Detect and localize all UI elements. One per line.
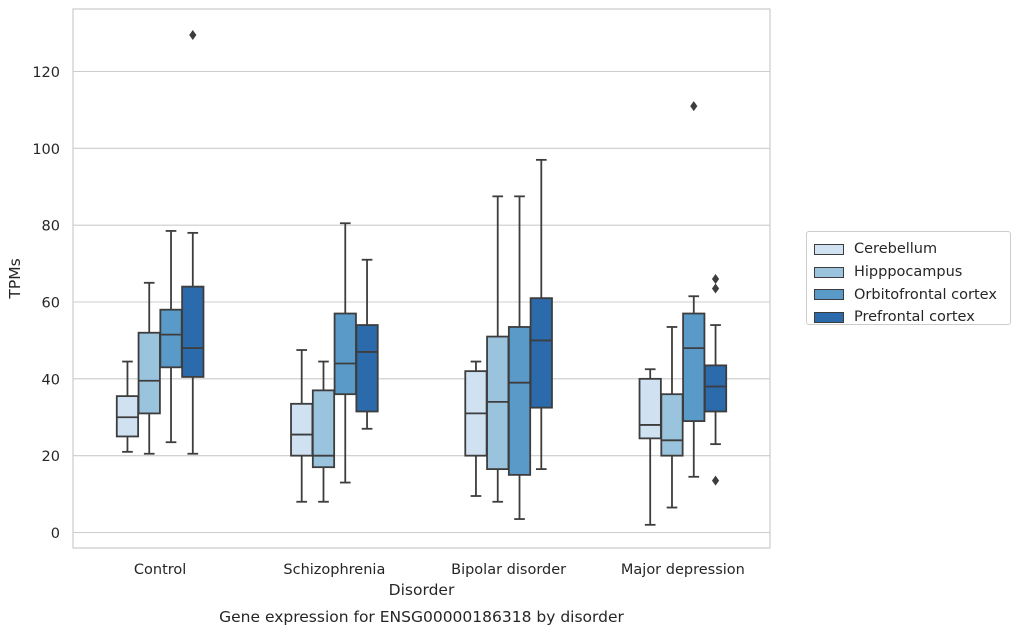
legend-swatch	[814, 289, 844, 301]
box-body	[181, 285, 205, 378]
y-tick-label: 120	[32, 65, 60, 81]
outlier-point	[711, 475, 720, 486]
legend-item: Orbitofrontal cortex	[814, 283, 1010, 306]
legend-label: Prefrontal cortex	[854, 309, 975, 326]
box-series	[115, 30, 728, 526]
box-body	[311, 389, 336, 469]
box-control-prefrontal-cortex	[181, 30, 205, 455]
box-body	[355, 324, 379, 413]
box-body	[486, 335, 510, 471]
gridlines	[73, 70, 770, 534]
series-cerebellum	[115, 349, 662, 526]
box-schizophrenia-prefrontal-cortex	[355, 258, 379, 430]
outlier-point	[711, 273, 720, 284]
box-major-depression-prefrontal-cortex	[703, 273, 728, 486]
box-schizophrenia-orbitofrontal-cortex	[333, 222, 357, 484]
box-body	[703, 364, 728, 413]
box-body	[660, 393, 684, 457]
legend-swatch	[814, 311, 844, 323]
legend-swatch	[814, 266, 844, 278]
y-tick-label: 60	[42, 296, 60, 312]
outlier-point	[711, 283, 720, 294]
legend-swatch	[814, 243, 844, 255]
outlier-point	[690, 101, 698, 112]
chart-legend: Cerebellum Hipppocampus Orbitofrontal cort…	[806, 231, 1011, 325]
legend-item: Prefrontal cortex	[814, 306, 1010, 329]
y-tick-label: 40	[42, 372, 60, 388]
y-tick-label: 0	[51, 526, 60, 542]
box-body	[159, 308, 183, 369]
box-major-depression-hipppocampus	[660, 326, 684, 509]
outlier-point	[189, 30, 197, 41]
box-schizophrenia-hipppocampus	[311, 360, 336, 503]
x-tick-label: Major depression	[621, 562, 745, 578]
box-bipolar-disorder-orbitofrontal-cortex	[507, 195, 532, 520]
series-prefrontal-cortex	[181, 30, 728, 486]
chart-title: Gene expression for ENSG00000186318 by d…	[219, 608, 624, 626]
plot-area	[72, 8, 771, 549]
box-control-cerebellum	[115, 360, 140, 453]
box-body	[115, 395, 140, 438]
y-tick-labels: 0 20 40 60 80 100 120	[32, 65, 60, 542]
box-body	[529, 297, 553, 409]
y-tick-label: 80	[42, 219, 60, 235]
legend-label: Cerebellum	[854, 241, 938, 258]
box-control-hipppocampus	[137, 281, 161, 455]
box-body	[137, 331, 161, 415]
legend-label: Hipppocampus	[854, 264, 963, 281]
x-axis-label: Disorder	[389, 581, 455, 599]
legend-label: Orbitofrontal cortex	[854, 286, 997, 303]
box-bipolar-disorder-prefrontal-cortex	[529, 158, 553, 471]
y-tick-label: 20	[42, 449, 60, 465]
box-body	[290, 402, 314, 457]
y-axis-label: TPMs	[6, 258, 24, 299]
box-body	[638, 377, 662, 440]
box-schizophrenia-cerebellum	[290, 349, 314, 503]
box-bipolar-disorder-hipppocampus	[486, 195, 510, 503]
x-tick-labels: Control Schizophrenia Bipolar disorder Majo…	[134, 562, 745, 578]
x-tick-label: Schizophrenia	[283, 562, 385, 578]
legend-item: Hipppocampus	[814, 261, 1010, 284]
box-body	[682, 312, 706, 422]
y-tick-label: 100	[32, 142, 60, 158]
box-bipolar-disorder-cerebellum	[464, 360, 488, 497]
x-tick-label: Bipolar disorder	[451, 562, 566, 578]
series-hipppocampus	[137, 195, 684, 509]
series-orbitofrontal-cortex	[159, 101, 706, 520]
box-body	[507, 326, 532, 476]
x-tick-label: Control	[134, 562, 186, 578]
legend-item: Cerebellum	[814, 238, 1010, 261]
box-body	[333, 312, 357, 396]
